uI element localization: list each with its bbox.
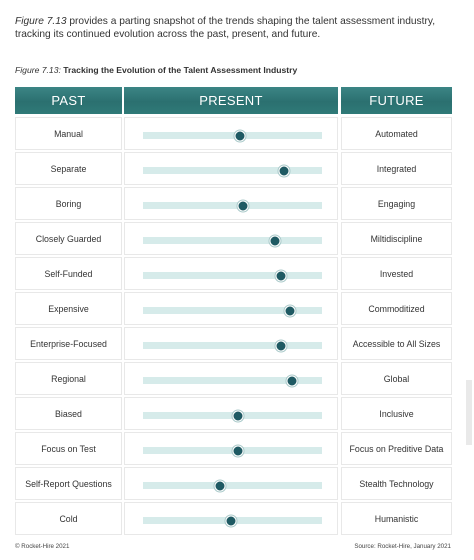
- header-present: PRESENT: [124, 87, 338, 114]
- table-row: Focus on Test Focus on Preditive Data: [15, 432, 452, 465]
- future-cell: Miltidiscipline: [341, 222, 452, 255]
- progress-marker: [286, 375, 298, 386]
- copyright-text: © Rocket-Hire 2021: [15, 543, 70, 550]
- intro-paragraph: Figure 7.13 provides a parting snapshot …: [15, 15, 463, 41]
- present-cell: [124, 397, 338, 430]
- table-row: Boring Engaging: [15, 187, 452, 220]
- past-cell: Self-Report Questions: [15, 467, 122, 500]
- past-cell: Expensive: [15, 292, 122, 325]
- future-cell: Focus on Preditive Data: [341, 432, 452, 465]
- progress-marker: [232, 410, 244, 421]
- intro-text: provides a parting snapshot of the trend…: [15, 16, 436, 40]
- progress-marker: [232, 445, 244, 456]
- future-cell: Accessible to All Sizes: [341, 327, 452, 360]
- future-cell: Integrated: [341, 152, 452, 185]
- progress-track: [143, 410, 322, 421]
- caption-title: Tracking the Evolution of the Talent Ass…: [63, 65, 298, 75]
- progress-marker: [275, 270, 287, 281]
- future-cell: Commoditized: [341, 292, 452, 325]
- progress-track: [143, 235, 322, 246]
- present-cell: [124, 502, 338, 535]
- table-row: Closely Guarded Miltidiscipline: [15, 222, 452, 255]
- past-cell: Manual: [15, 117, 122, 150]
- page-scroll-marker: [466, 380, 472, 445]
- present-cell: [124, 117, 338, 150]
- table-row: Cold Humanistic: [15, 502, 452, 535]
- past-cell: Closely Guarded: [15, 222, 122, 255]
- progress-track: [143, 130, 322, 141]
- table-row: Self-Report Questions Stealth Technology: [15, 467, 452, 500]
- progress-marker: [225, 515, 237, 526]
- progress-marker: [214, 480, 226, 491]
- present-cell: [124, 327, 338, 360]
- table-row: Enterprise-Focused Accessible to All Size…: [15, 327, 452, 360]
- present-cell: [124, 432, 338, 465]
- past-cell: Focus on Test: [15, 432, 122, 465]
- table-row: Expensive Commoditized: [15, 292, 452, 325]
- progress-track: [143, 445, 322, 456]
- figure-caption: Figure 7.13: Tracking the Evolution of t…: [15, 65, 297, 75]
- progress-marker: [234, 130, 246, 141]
- progress-track: [143, 165, 322, 176]
- present-cell: [124, 362, 338, 395]
- progress-track: [143, 515, 322, 526]
- future-cell: Engaging: [341, 187, 452, 220]
- header-past: PAST: [15, 87, 122, 114]
- future-cell: Humanistic: [341, 502, 452, 535]
- future-cell: Invested: [341, 257, 452, 290]
- future-cell: Global: [341, 362, 452, 395]
- past-cell: Self-Funded: [15, 257, 122, 290]
- progress-track: [143, 270, 322, 281]
- progress-marker: [269, 235, 281, 246]
- progress-track: [143, 305, 322, 316]
- past-cell: Cold: [15, 502, 122, 535]
- progress-marker: [278, 165, 290, 176]
- past-cell: Enterprise-Focused: [15, 327, 122, 360]
- present-cell: [124, 152, 338, 185]
- past-cell: Boring: [15, 187, 122, 220]
- present-cell: [124, 292, 338, 325]
- progress-marker: [237, 200, 249, 211]
- past-cell: Biased: [15, 397, 122, 430]
- past-cell: Regional: [15, 362, 122, 395]
- table-header: PAST PRESENT FUTURE: [15, 87, 452, 114]
- table-row: Regional Global: [15, 362, 452, 395]
- present-cell: [124, 257, 338, 290]
- source-text: Source: Rocket-Hire, January 2021: [354, 543, 451, 550]
- present-cell: [124, 467, 338, 500]
- intro-figure-ref: Figure 7.13: [15, 16, 67, 27]
- table-row: Self-Funded Invested: [15, 257, 452, 290]
- progress-track: [143, 340, 322, 351]
- progress-marker: [275, 340, 287, 351]
- progress-track: [143, 200, 322, 211]
- caption-figure-ref: Figure 7.13:: [15, 65, 61, 75]
- present-cell: [124, 187, 338, 220]
- future-cell: Stealth Technology: [341, 467, 452, 500]
- evolution-table: PAST PRESENT FUTURE Manual Automated Separ…: [15, 87, 452, 537]
- table-row: Biased Inclusive: [15, 397, 452, 430]
- progress-track: [143, 375, 322, 386]
- header-future: FUTURE: [341, 87, 452, 114]
- table-body: Manual Automated Separate Integrated Boring E…: [15, 117, 452, 535]
- progress-marker: [284, 305, 296, 316]
- table-row: Separate Integrated: [15, 152, 452, 185]
- present-cell: [124, 222, 338, 255]
- table-row: Manual Automated: [15, 117, 452, 150]
- past-cell: Separate: [15, 152, 122, 185]
- future-cell: Inclusive: [341, 397, 452, 430]
- future-cell: Automated: [341, 117, 452, 150]
- progress-track: [143, 480, 322, 491]
